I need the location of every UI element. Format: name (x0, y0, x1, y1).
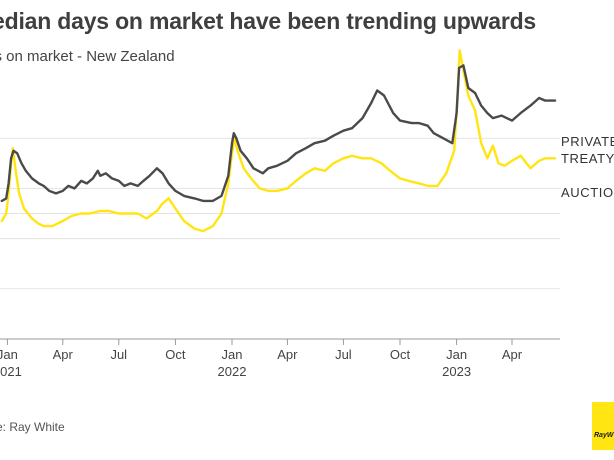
chart-subtitle: ys on market - New Zealand (0, 48, 175, 65)
x-tick-label: Jul (110, 347, 127, 362)
x-tick-label: Jan (0, 347, 18, 362)
x-tick-label: Apr (277, 347, 298, 362)
auction-line (0, 49, 557, 233)
x-tick-label: Apr (53, 347, 74, 362)
x-tick-year-label: 2021 (0, 364, 22, 379)
source-note: rce: Ray White (0, 420, 65, 434)
private-treaty-line (0, 64, 557, 203)
x-tick-year-label: 2023 (442, 364, 471, 379)
auction-series-label: AUCTION (561, 185, 614, 200)
x-tick-label: Apr (502, 347, 523, 362)
x-tick-year-label: 2022 (218, 364, 247, 379)
private-treaty-series-label: PRIVATE (561, 134, 614, 149)
x-tick-label: Jul (335, 347, 352, 362)
x-tick-label: Jan (446, 347, 467, 362)
private-treaty-series-label: TREATY (561, 151, 614, 166)
chart-title: edian days on market have been trending … (0, 8, 537, 34)
logo-text: RayW (594, 432, 614, 439)
x-tick-label: Oct (390, 347, 411, 362)
x-tick-label: Jan (222, 347, 243, 362)
x-tick-label: Oct (165, 347, 186, 362)
ray-white-logo: RayW (592, 402, 614, 450)
